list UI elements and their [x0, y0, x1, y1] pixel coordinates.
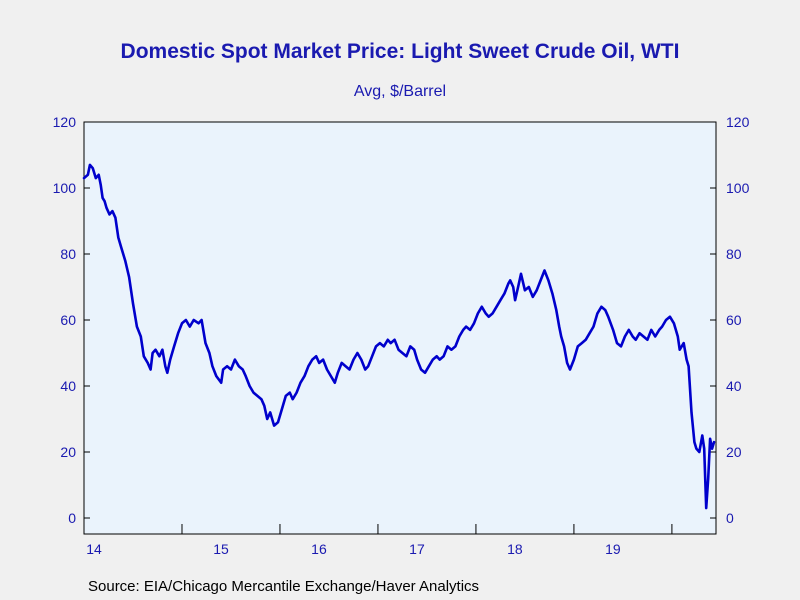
- y-tick-label-right: 80: [726, 246, 742, 262]
- chart-subtitle: Avg, $/Barrel: [354, 83, 446, 100]
- chart-title: Domestic Spot Market Price: Light Sweet …: [121, 40, 680, 63]
- x-tick-label: 14: [86, 541, 102, 557]
- y-tick-label-left: 100: [53, 180, 77, 196]
- y-tick-label-right: 40: [726, 378, 742, 394]
- y-tick-label-right: 100: [726, 180, 750, 196]
- x-axis: 14 15 16 17 18 19: [86, 524, 673, 557]
- y-tick-label-left: 40: [60, 378, 76, 394]
- series-group: [82, 163, 716, 510]
- x-tick-label: 16: [311, 541, 327, 557]
- y-tick-label-left: 80: [60, 246, 76, 262]
- y-tick-label-left: 120: [53, 114, 77, 130]
- y-tick-label-right: 0: [726, 510, 734, 526]
- x-tick-label: 17: [409, 541, 425, 557]
- y-tick-label-left: 20: [60, 444, 76, 460]
- plot-area: [83, 121, 717, 535]
- y-axis-right: 0 20 40 60 80 100 120: [710, 114, 750, 526]
- y-axis-left: 0 20 40 60 80 100 120: [53, 114, 90, 526]
- x-tick-label: 18: [507, 541, 523, 557]
- source-note: Source: EIA/Chicago Mercantile Exchange/…: [88, 578, 479, 595]
- y-tick-label-right: 120: [726, 114, 750, 130]
- y-tick-label-left: 60: [60, 312, 76, 328]
- series-line-wti: [82, 163, 716, 510]
- y-tick-label-right: 20: [726, 444, 742, 460]
- x-tick-label: 19: [605, 541, 621, 557]
- y-tick-label-right: 60: [726, 312, 742, 328]
- x-tick-label: 15: [213, 541, 229, 557]
- y-tick-label-left: 0: [68, 510, 76, 526]
